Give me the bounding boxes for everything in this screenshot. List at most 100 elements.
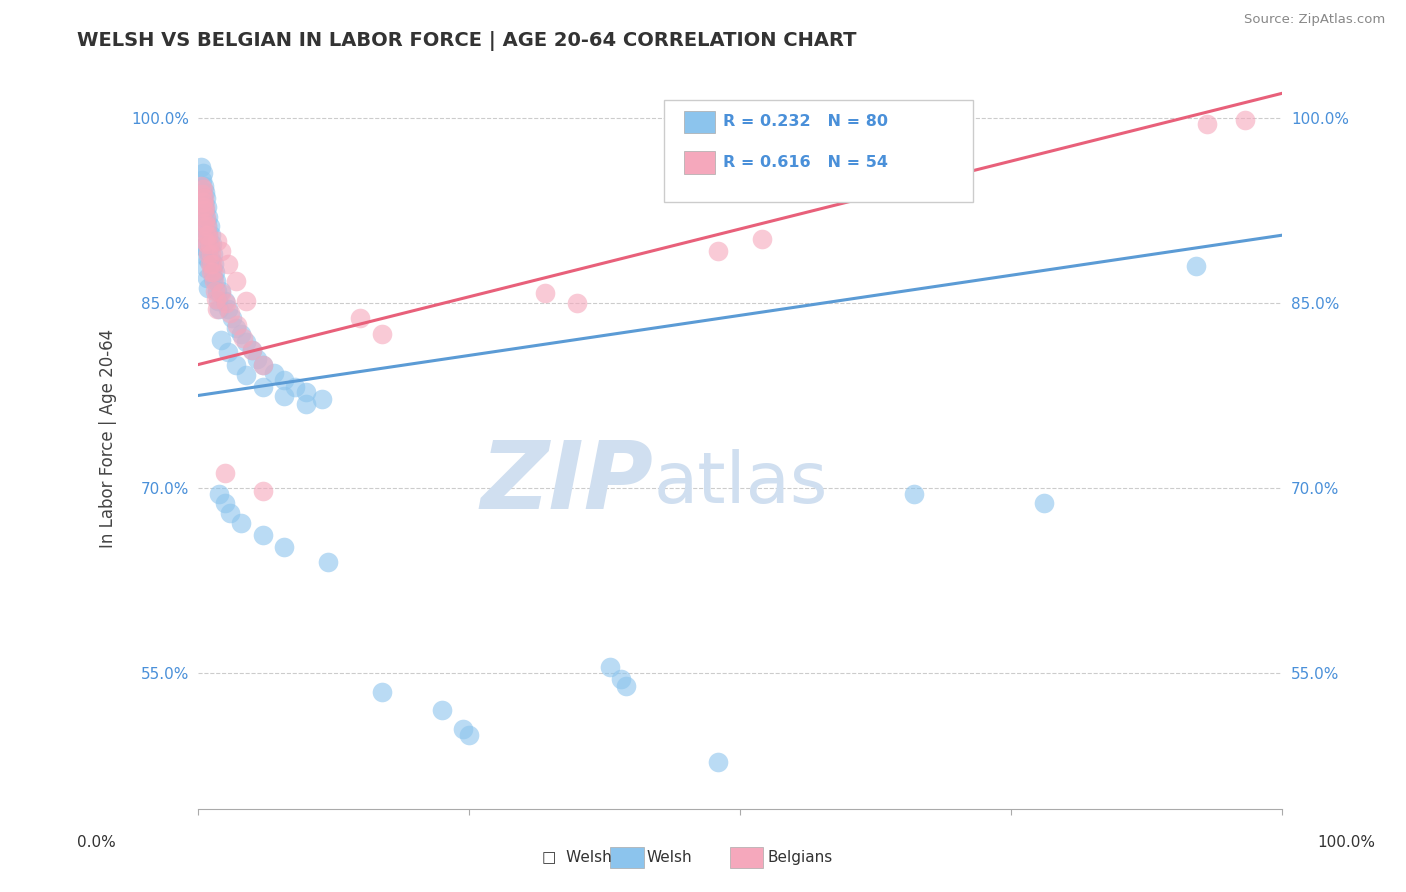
Text: WELSH VS BELGIAN IN LABOR FORCE | AGE 20-64 CORRELATION CHART: WELSH VS BELGIAN IN LABOR FORCE | AGE 20… — [77, 31, 856, 51]
Point — [214, 496, 236, 510]
Point — [195, 244, 218, 259]
Point — [191, 185, 214, 199]
Point — [193, 203, 215, 218]
Point — [311, 392, 333, 407]
Point — [215, 296, 238, 310]
Text: Belgians: Belgians — [768, 850, 832, 864]
Point — [273, 372, 295, 386]
Point — [211, 286, 233, 301]
Point — [201, 236, 224, 251]
Point — [193, 197, 215, 211]
Point — [533, 286, 555, 301]
Point — [205, 293, 228, 307]
Point — [191, 200, 214, 214]
Point — [211, 244, 233, 259]
Point — [217, 345, 239, 359]
Point — [195, 228, 218, 243]
Point — [200, 265, 222, 279]
Point — [371, 326, 394, 341]
Text: ZIP: ZIP — [481, 437, 654, 529]
Point — [614, 679, 637, 693]
Text: R = 0.232   N = 80: R = 0.232 N = 80 — [723, 114, 887, 129]
Point — [349, 310, 371, 325]
Point — [193, 222, 215, 236]
Point — [453, 722, 475, 736]
Point — [263, 367, 285, 381]
Point — [214, 293, 236, 308]
Point — [193, 191, 215, 205]
Point — [214, 467, 236, 481]
Point — [204, 265, 226, 279]
Point — [751, 232, 773, 246]
Point — [195, 210, 218, 224]
Point — [194, 203, 217, 218]
FancyBboxPatch shape — [683, 111, 716, 133]
Point — [195, 191, 218, 205]
Point — [193, 178, 215, 193]
Point — [1184, 259, 1206, 273]
Point — [205, 302, 228, 317]
Point — [208, 487, 231, 501]
Point — [240, 343, 263, 357]
Point — [195, 236, 218, 251]
Point — [195, 219, 218, 234]
Point — [197, 228, 219, 243]
Point — [219, 306, 242, 320]
Point — [252, 483, 274, 498]
Point — [198, 256, 221, 270]
Point — [211, 333, 233, 347]
Text: atlas: atlas — [654, 449, 828, 517]
Point — [200, 246, 222, 260]
Point — [284, 380, 307, 394]
Point — [235, 293, 257, 308]
Point — [193, 219, 215, 234]
Point — [225, 358, 247, 372]
Point — [707, 244, 730, 259]
FancyBboxPatch shape — [683, 152, 716, 174]
Point — [191, 172, 214, 186]
Point — [197, 252, 219, 267]
Point — [204, 284, 226, 298]
Point — [195, 261, 218, 276]
Point — [273, 541, 295, 555]
Point — [191, 210, 214, 224]
Point — [194, 228, 217, 243]
Text: 100.0%: 100.0% — [1317, 836, 1375, 850]
Point — [211, 284, 233, 298]
Point — [205, 274, 228, 288]
Text: □  Welsh: □ Welsh — [541, 849, 612, 863]
Y-axis label: In Labor Force | Age 20-64: In Labor Force | Age 20-64 — [100, 329, 117, 549]
Point — [316, 555, 339, 569]
Point — [371, 685, 394, 699]
Point — [235, 335, 257, 350]
Point — [240, 343, 263, 357]
Point — [201, 261, 224, 276]
Point — [707, 755, 730, 769]
Point — [195, 271, 218, 285]
Point — [201, 265, 224, 279]
Point — [1032, 496, 1054, 510]
Point — [609, 673, 631, 687]
Point — [194, 249, 217, 263]
Point — [194, 235, 217, 249]
Point — [903, 487, 925, 501]
Point — [198, 240, 221, 254]
Point — [457, 728, 479, 742]
Point — [252, 358, 274, 372]
Point — [195, 200, 218, 214]
Point — [193, 240, 215, 254]
Point — [194, 216, 217, 230]
Point — [1233, 113, 1256, 128]
Point — [190, 178, 212, 193]
FancyBboxPatch shape — [730, 847, 763, 868]
Point — [430, 703, 453, 717]
Point — [252, 528, 274, 542]
Point — [208, 302, 231, 317]
Text: Welsh: Welsh — [647, 850, 692, 864]
Point — [194, 185, 217, 199]
Point — [229, 326, 252, 341]
Point — [201, 271, 224, 285]
Point — [201, 246, 224, 260]
Point — [197, 228, 219, 243]
FancyBboxPatch shape — [610, 847, 644, 868]
